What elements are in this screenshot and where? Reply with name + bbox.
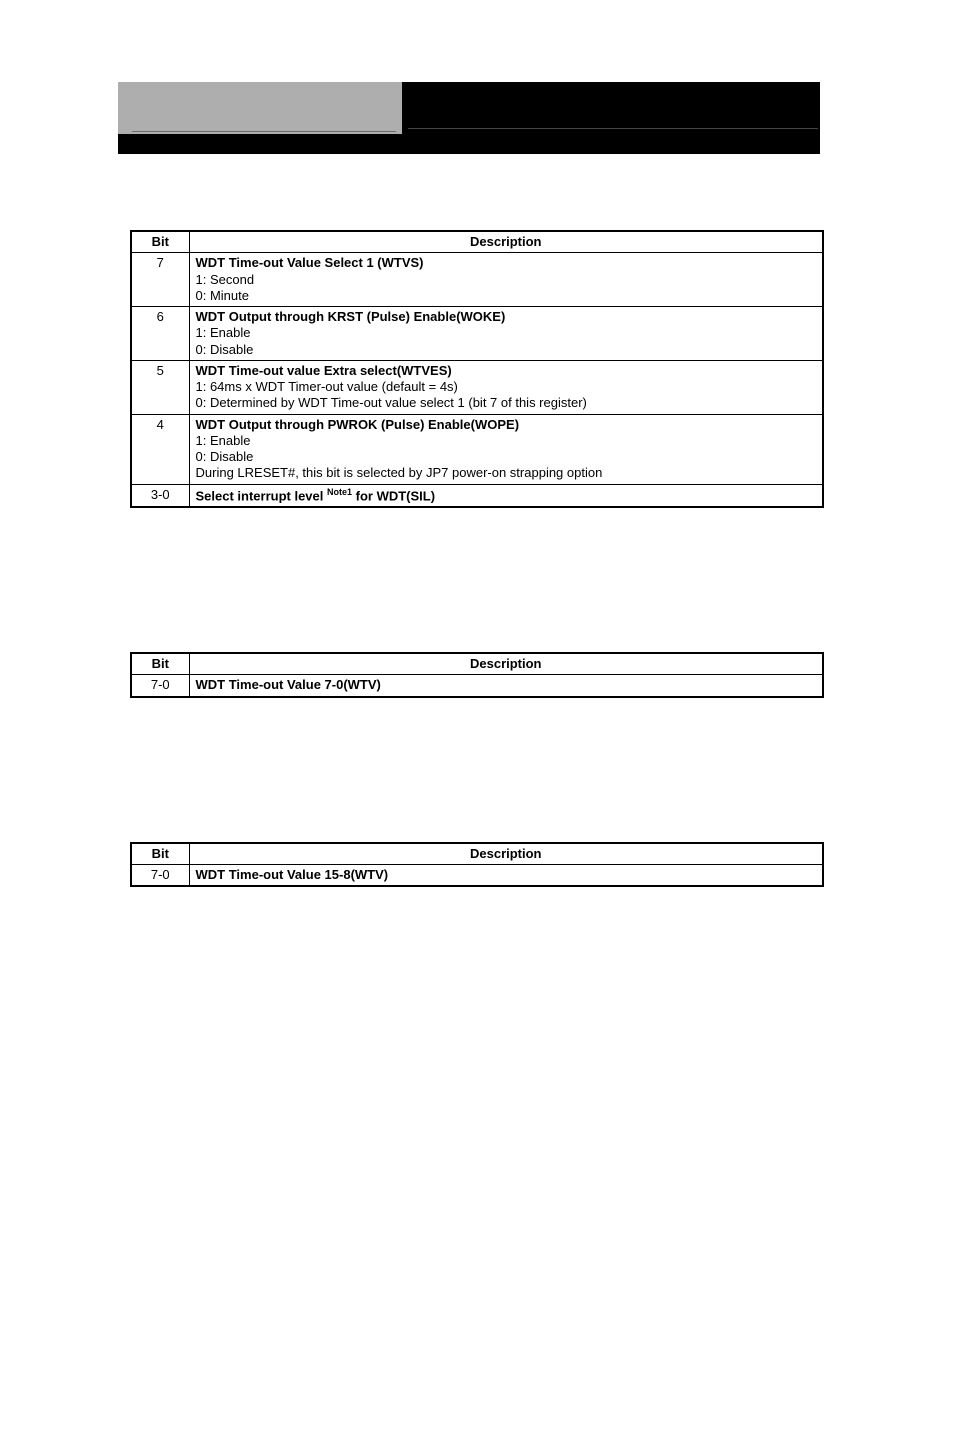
col-header-bit: Bit: [131, 843, 189, 865]
header-grey-tab: [118, 82, 402, 134]
desc-title-pre: Select interrupt level: [196, 488, 328, 503]
bit-cell: 5: [131, 360, 189, 414]
col-header-desc: Description: [189, 231, 823, 253]
bit-cell: 7: [131, 253, 189, 307]
table-row: 4 WDT Output through PWROK (Pulse) Enabl…: [131, 414, 823, 484]
register-table-3: Bit Description 7-0 WDT Time-out Value 1…: [130, 842, 824, 888]
table-header-row: Bit Description: [131, 231, 823, 253]
desc-line: 0: Determined by WDT Time-out value sele…: [196, 395, 817, 411]
desc-cell: WDT Time-out Value 15-8(WTV): [189, 864, 823, 886]
header-underline: [408, 128, 818, 129]
table-row: 5 WDT Time-out value Extra select(WTVES)…: [131, 360, 823, 414]
table-row: 7-0 WDT Time-out Value 15-8(WTV): [131, 864, 823, 886]
desc-cell: WDT Time-out Value Select 1 (WTVS) 1: Se…: [189, 253, 823, 307]
register-table-1: Bit Description 7 WDT Time-out Value Sel…: [130, 230, 824, 508]
desc-title: WDT Time-out Value Select 1 (WTVS): [196, 255, 817, 271]
section-gap: [130, 508, 824, 652]
col-header-desc: Description: [189, 843, 823, 865]
bit-cell: 7-0: [131, 675, 189, 697]
table-row: 6 WDT Output through KRST (Pulse) Enable…: [131, 307, 823, 361]
desc-line: 0: Minute: [196, 288, 817, 304]
table-header-row: Bit Description: [131, 843, 823, 865]
col-header-desc: Description: [189, 653, 823, 675]
desc-line: 0: Disable: [196, 342, 817, 358]
page-content: Bit Description 7 WDT Time-out Value Sel…: [130, 230, 824, 887]
desc-line: 1: 64ms x WDT Timer-out value (default =…: [196, 379, 817, 395]
desc-title-post: for WDT(SIL): [352, 488, 435, 503]
col-header-bit: Bit: [131, 653, 189, 675]
desc-cell: WDT Time-out Value 7-0(WTV): [189, 675, 823, 697]
desc-title: WDT Time-out Value 7-0(WTV): [196, 677, 381, 692]
bit-cell: 6: [131, 307, 189, 361]
section-gap: [130, 698, 824, 842]
desc-cell: WDT Output through KRST (Pulse) Enable(W…: [189, 307, 823, 361]
desc-title-sup: Note1: [327, 487, 352, 497]
desc-title: WDT Time-out value Extra select(WTVES): [196, 363, 817, 379]
bit-cell: 7-0: [131, 864, 189, 886]
desc-line: 1: Second: [196, 272, 817, 288]
desc-cell: WDT Output through PWROK (Pulse) Enable(…: [189, 414, 823, 484]
table-row: 7 WDT Time-out Value Select 1 (WTVS) 1: …: [131, 253, 823, 307]
table-row: 7-0 WDT Time-out Value 7-0(WTV): [131, 675, 823, 697]
desc-title: WDT Time-out Value 15-8(WTV): [196, 867, 389, 882]
bit-cell: 3-0: [131, 484, 189, 507]
desc-line: 0: Disable: [196, 449, 817, 465]
table-header-row: Bit Description: [131, 653, 823, 675]
desc-line: During LRESET#, this bit is selected by …: [196, 465, 817, 481]
desc-cell: WDT Time-out value Extra select(WTVES) 1…: [189, 360, 823, 414]
table-row: 3-0 Select interrupt level Note1 for WDT…: [131, 484, 823, 507]
desc-title: WDT Output through KRST (Pulse) Enable(W…: [196, 309, 817, 325]
bit-cell: 4: [131, 414, 189, 484]
desc-line: 1: Enable: [196, 325, 817, 341]
register-table-2: Bit Description 7-0 WDT Time-out Value 7…: [130, 652, 824, 698]
desc-title: WDT Output through PWROK (Pulse) Enable(…: [196, 417, 817, 433]
col-header-bit: Bit: [131, 231, 189, 253]
desc-cell: Select interrupt level Note1 for WDT(SIL…: [189, 484, 823, 507]
desc-line: 1: Enable: [196, 433, 817, 449]
